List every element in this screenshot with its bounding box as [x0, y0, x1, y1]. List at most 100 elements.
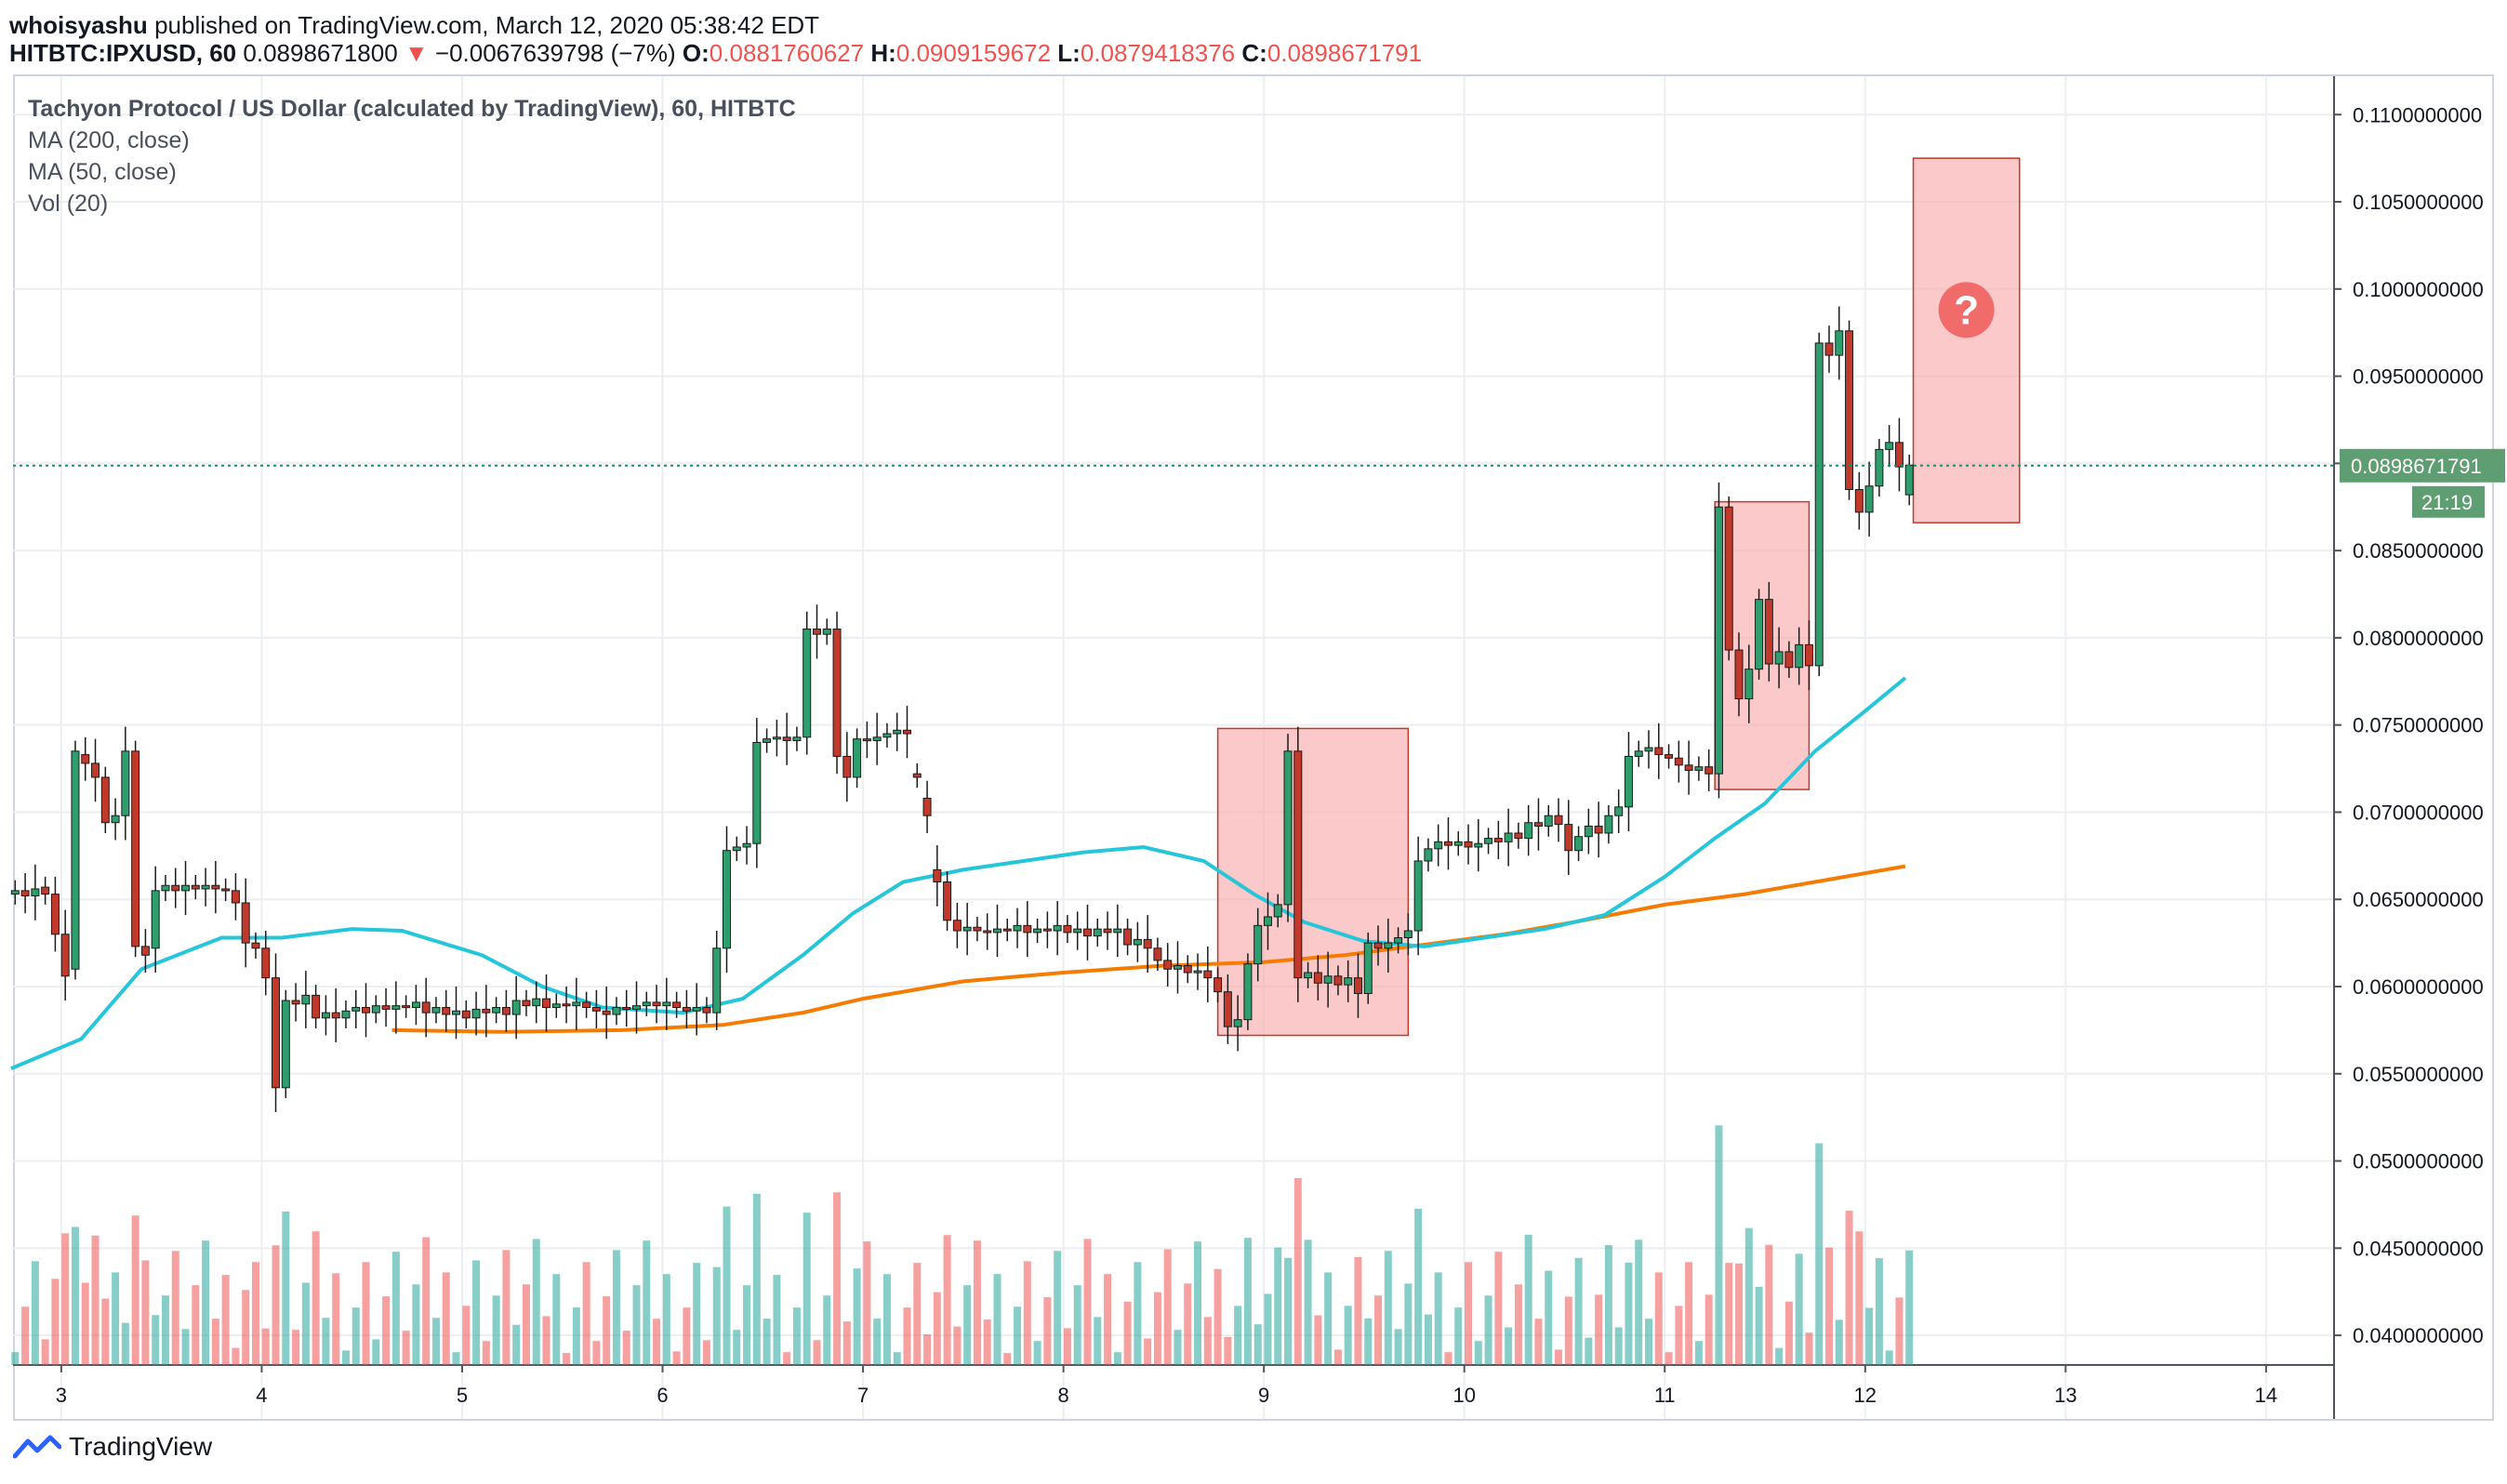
volume-bar: [672, 1351, 681, 1365]
candle-body: [1344, 977, 1353, 986]
candle-body: [752, 741, 762, 844]
volume-bar: [1014, 1306, 1022, 1365]
author-name[interactable]: whoisyashu: [9, 11, 148, 39]
change-value: −0.0067639798 (−7%): [434, 39, 676, 67]
candle-body: [832, 629, 842, 757]
candle-body: [231, 890, 240, 904]
volume-bar: [903, 1307, 911, 1365]
volume-bar: [412, 1284, 420, 1365]
chart-frame[interactable]: [13, 74, 2494, 1421]
volume-bar: [292, 1330, 300, 1365]
y-tick-label: 0.1000000000: [2353, 278, 2484, 301]
countdown-tag: [2412, 485, 2485, 518]
volume-bar: [1113, 1352, 1121, 1365]
volume-bar: [1364, 1318, 1373, 1365]
candle-body: [411, 1001, 420, 1009]
candle-body: [1082, 928, 1092, 937]
legend-ma200[interactable]: MA (200, close): [28, 127, 190, 153]
volume-bar: [783, 1352, 791, 1365]
volume-bar: [1104, 1274, 1112, 1365]
volume-bar: [1614, 1327, 1623, 1365]
candle-body: [251, 942, 260, 949]
candle-body: [402, 1005, 411, 1009]
candle-body: [10, 890, 20, 895]
candle-body: [241, 902, 250, 944]
volume-bar: [492, 1295, 500, 1365]
volume-bar: [1184, 1283, 1192, 1365]
volume-bar: [512, 1324, 521, 1365]
legend-volume[interactable]: Vol (20): [28, 191, 109, 217]
volume-bar: [1735, 1263, 1744, 1365]
volume-bar: [653, 1318, 661, 1365]
volume-bar: [1424, 1314, 1432, 1365]
volume-bar: [1694, 1341, 1703, 1365]
candle-body: [371, 1005, 380, 1014]
question-circle-icon: [1938, 282, 1995, 338]
volume-bar: [1755, 1287, 1763, 1365]
volume-bar: [462, 1305, 471, 1365]
candle-body: [1333, 975, 1343, 986]
volume-bar: [61, 1233, 70, 1365]
candle-body: [261, 947, 271, 979]
candle-body: [763, 738, 772, 743]
volume-bar: [933, 1292, 941, 1365]
candle-body: [1183, 965, 1192, 974]
candle-body: [1514, 832, 1523, 840]
candle-body: [391, 1005, 401, 1010]
volume-bar: [662, 1274, 670, 1365]
volume-bar: [1384, 1251, 1392, 1365]
candle-body: [692, 1007, 701, 1012]
volume-bar: [542, 1316, 550, 1365]
volume-bar: [31, 1261, 39, 1365]
volume-bar: [472, 1260, 481, 1365]
candle-body: [862, 738, 871, 742]
candle-body: [1524, 822, 1533, 840]
candle-body: [50, 894, 60, 935]
candle-body: [1143, 938, 1152, 949]
low-label: L:: [1057, 39, 1081, 67]
x-tick-label: 10: [1452, 1384, 1475, 1407]
volume-bar: [563, 1353, 571, 1365]
volume-bar: [1665, 1352, 1673, 1365]
y-tick-label: 0.0950000000: [2353, 365, 2484, 389]
candle-body: [1384, 942, 1393, 949]
volume-bar: [171, 1251, 179, 1365]
volume-bar: [1795, 1253, 1803, 1365]
candle-body: [511, 1000, 521, 1015]
candle-body: [992, 928, 1001, 934]
volume-bar: [112, 1272, 120, 1365]
candle-body: [792, 736, 802, 742]
volume-bar: [733, 1330, 741, 1365]
candle-body: [922, 797, 932, 816]
volume-bar: [963, 1285, 972, 1365]
candle-body: [1173, 965, 1182, 970]
volume-bar: [1604, 1245, 1612, 1365]
candle-body: [1353, 977, 1362, 995]
candle-body: [1774, 651, 1784, 665]
candle-body: [672, 1001, 682, 1009]
volume-bars: [11, 1125, 1914, 1365]
candle-body: [1614, 806, 1624, 816]
candle-body: [1784, 651, 1794, 669]
volume-bar: [422, 1237, 431, 1365]
candle-body: [962, 926, 972, 932]
candle-body: [221, 888, 231, 892]
y-tick-label: 0.0850000000: [2353, 539, 2484, 563]
candle-body: [1063, 924, 1072, 934]
candle-body: [60, 934, 70, 977]
volume-bar: [1494, 1252, 1503, 1365]
volume-bar: [1224, 1337, 1232, 1365]
volume-bar: [1344, 1305, 1352, 1365]
candle-body: [1424, 848, 1433, 862]
candle-body: [1904, 464, 1914, 496]
candle-body: [1123, 928, 1133, 946]
volume-bar: [813, 1340, 821, 1365]
candle-body: [742, 842, 751, 848]
tradingview-brand[interactable]: TradingView: [13, 1432, 212, 1462]
candle-body: [893, 729, 902, 735]
volume-bar: [301, 1282, 310, 1365]
legend-ma50[interactable]: MA (50, close): [28, 159, 177, 185]
volume-bar: [603, 1296, 611, 1365]
volume-bar: [953, 1326, 962, 1365]
